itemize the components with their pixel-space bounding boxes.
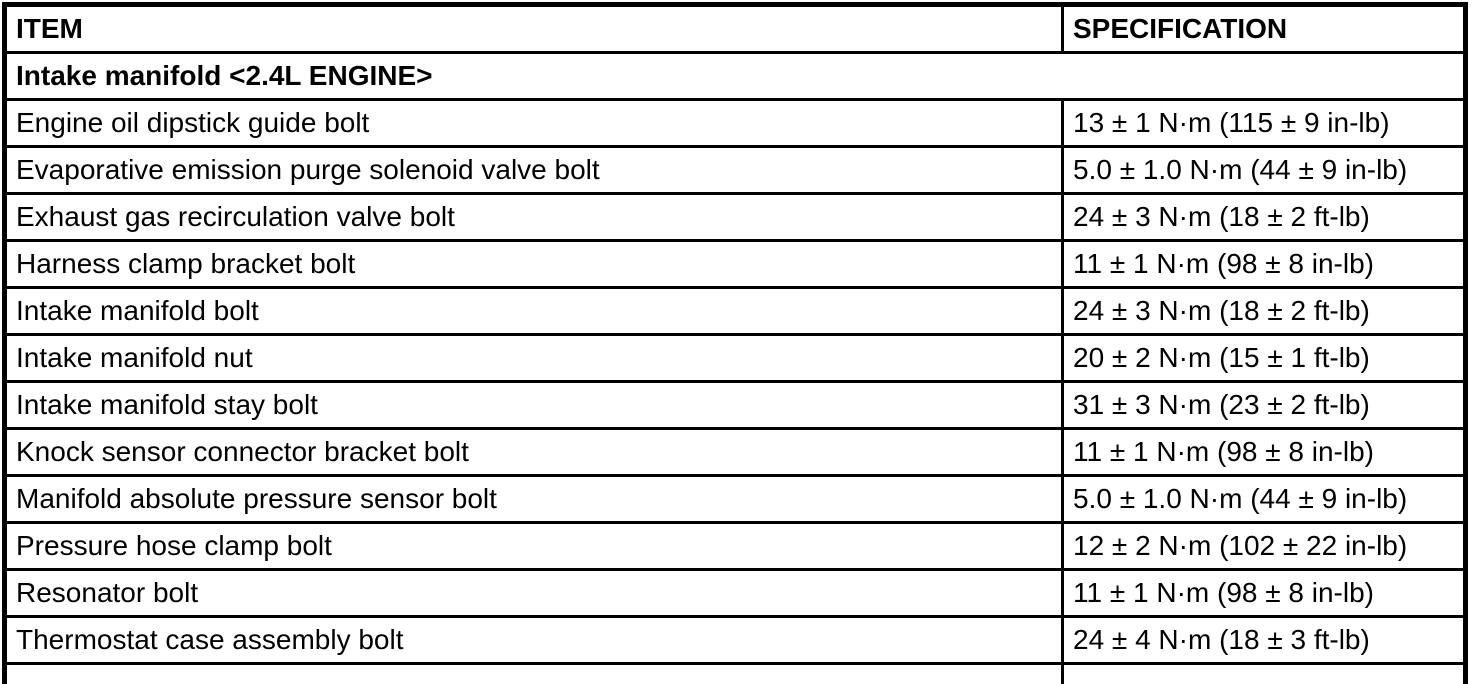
item-cell: Manifold absolute pressure sensor bolt — [3, 474, 1064, 524]
spec-cell: 11 ± 1 N·m (98 ± 8 in-lb) — [1061, 568, 1467, 618]
table-row: Knock sensor connector bracket bolt 11 ± … — [3, 427, 1467, 477]
spec-cell: 11 ± 1 N·m (98 ± 8 in-lb) — [1061, 427, 1467, 477]
table-row: Pressure hose clamp bolt 12 ± 2 N·m (102 … — [3, 521, 1467, 571]
section-header-row: Intake manifold <2.4L ENGINE> — [3, 51, 1467, 101]
table-row: Exhaust gas recirculation valve bolt 24 ±… — [3, 192, 1467, 242]
item-cell: Intake manifold bolt — [3, 286, 1064, 336]
table-row: Engine oil dipstick guide bolt 13 ± 1 N·m… — [3, 98, 1467, 148]
item-cell: Harness clamp bracket bolt — [3, 239, 1064, 289]
item-cell: Engine oil dipstick guide bolt — [3, 98, 1064, 148]
spec-cell: 24 ± 4 N·m (18 ± 3 ft-lb) — [1061, 615, 1467, 665]
cutoff-spec-cell — [1061, 662, 1467, 684]
spec-cell: 5.0 ± 1.0 N·m (44 ± 9 in-lb) — [1061, 474, 1467, 524]
item-cell: Pressure hose clamp bolt — [3, 521, 1064, 571]
table-row: Thermostat case assembly bolt 24 ± 4 N·m … — [3, 615, 1467, 665]
section-header: Intake manifold <2.4L ENGINE> — [3, 51, 1467, 101]
table-row: Evaporative emission purge solenoid valv… — [3, 145, 1467, 195]
item-cell: Resonator bolt — [3, 568, 1064, 618]
spec-cell: 20 ± 2 N·m (15 ± 1 ft-lb) — [1061, 333, 1467, 383]
table-row: Intake manifold bolt 24 ± 3 N·m (18 ± 2 f… — [3, 286, 1467, 336]
table-row: Intake manifold nut 20 ± 2 N·m (15 ± 1 ft… — [3, 333, 1467, 383]
spec-cell: 24 ± 3 N·m (18 ± 2 ft-lb) — [1061, 286, 1467, 336]
spec-cell: 13 ± 1 N·m (115 ± 9 in-lb) — [1061, 98, 1467, 148]
spec-cell: 5.0 ± 1.0 N·m (44 ± 9 in-lb) — [1061, 145, 1467, 195]
column-header-specification: SPECIFICATION — [1061, 3, 1467, 54]
spec-cell: 24 ± 3 N·m (18 ± 2 ft-lb) — [1061, 192, 1467, 242]
item-cell: Intake manifold nut — [3, 333, 1064, 383]
table-row: Resonator bolt 11 ± 1 N·m (98 ± 8 in-lb) — [3, 568, 1467, 618]
item-cell: Thermostat case assembly bolt — [3, 615, 1064, 665]
spec-cell: 11 ± 1 N·m (98 ± 8 in-lb) — [1061, 239, 1467, 289]
spec-cell: 31 ± 3 N·m (23 ± 2 ft-lb) — [1061, 380, 1467, 430]
table-row: Harness clamp bracket bolt 11 ± 1 N·m (98… — [3, 239, 1467, 289]
item-cell: Evaporative emission purge solenoid valv… — [3, 145, 1064, 195]
item-cell: Intake manifold stay bolt — [3, 380, 1064, 430]
table-row: Intake manifold stay bolt 31 ± 3 N·m (23 … — [3, 380, 1467, 430]
item-cell: Exhaust gas recirculation valve bolt — [3, 192, 1064, 242]
cutoff-row — [3, 662, 1467, 684]
spec-cell: 12 ± 2 N·m (102 ± 22 in-lb) — [1061, 521, 1467, 571]
table-row: Manifold absolute pressure sensor bolt 5.… — [3, 474, 1467, 524]
cutoff-item-cell — [3, 662, 1064, 684]
column-header-item: ITEM — [3, 3, 1064, 54]
item-cell: Knock sensor connector bracket bolt — [3, 427, 1064, 477]
table-header-row: ITEM SPECIFICATION — [3, 3, 1467, 54]
